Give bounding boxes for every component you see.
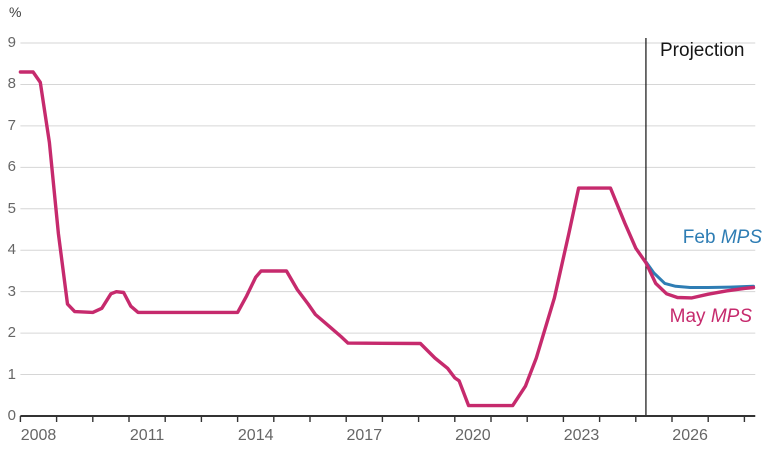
y-tick-label-6: 6 xyxy=(7,158,16,176)
series-label-may-mps: May MPS xyxy=(670,306,752,328)
series-label-feb-mps: Feb MPS xyxy=(683,227,762,249)
series-label-may-italic: MPS xyxy=(710,306,752,327)
series-label-feb-italic: MPS xyxy=(720,227,762,248)
y-tick-label-5: 5 xyxy=(7,199,16,217)
series-line-may-mps xyxy=(18,70,756,408)
y-tick-label-7: 7 xyxy=(7,116,16,134)
y-tick-label-3: 3 xyxy=(7,282,16,300)
x-tick-label-2014: 2014 xyxy=(237,427,274,444)
x-tick-label-2023: 2023 xyxy=(563,427,600,444)
y-tick-label-4: 4 xyxy=(7,241,16,259)
y-tick-label-0: 0 xyxy=(7,407,16,424)
projection-section-label: Projection xyxy=(660,40,745,61)
y-tick-label-8: 8 xyxy=(7,75,16,93)
series-label-feb-prefix: Feb xyxy=(682,227,721,248)
y-axis-unit-label: % xyxy=(9,4,22,20)
y-tick-label-2: 2 xyxy=(7,324,16,342)
x-tick-label-2020: 2020 xyxy=(455,427,491,444)
x-tick-label-2026: 2026 xyxy=(672,427,708,444)
series-line-feb-mps xyxy=(644,260,755,289)
x-tick-label-2017: 2017 xyxy=(346,427,383,444)
x-tick-label-2008: 2008 xyxy=(20,427,57,444)
y-tick-label-9: 9 xyxy=(7,34,16,52)
y-tick-label-1: 1 xyxy=(7,365,16,383)
series-label-may-prefix: May xyxy=(669,306,711,327)
x-tick-label-2011: 2011 xyxy=(129,427,165,444)
